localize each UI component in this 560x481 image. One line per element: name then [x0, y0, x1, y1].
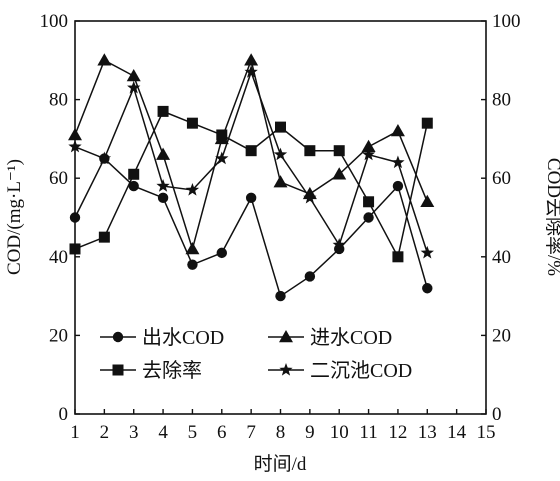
legend-label: 出水COD: [142, 326, 224, 349]
series-layer: [68, 53, 435, 302]
data-point: [273, 175, 288, 188]
x-tick-label: 11: [359, 422, 377, 443]
data-point: [215, 151, 229, 165]
data-point: [332, 238, 346, 251]
series-line: [74, 110, 429, 259]
data-point: [363, 196, 375, 208]
data-point: [156, 179, 170, 192]
series-1: [69, 153, 433, 302]
data-point: [421, 117, 433, 129]
data-point: [185, 182, 200, 196]
x-tick-label: 12: [388, 422, 407, 443]
data-point: [157, 192, 169, 204]
legend-item: 二沉池COD: [268, 359, 412, 382]
x-tick-label: 3: [129, 422, 139, 443]
legend-marker: [279, 330, 293, 343]
data-point: [333, 145, 345, 157]
x-tick-label: 10: [330, 422, 349, 443]
data-point: [275, 290, 286, 302]
y2-tick-label: 60: [492, 168, 511, 189]
legend: 出水COD 进水COD 去除率 二沉池COD: [100, 326, 412, 382]
y2-tick-label: 100: [492, 11, 521, 32]
y-tick-label: 0: [59, 404, 69, 425]
x-tick-label: 2: [100, 422, 110, 443]
data-point: [157, 105, 169, 117]
x-tick-label: 4: [158, 422, 168, 443]
data-point: [97, 151, 112, 165]
data-point: [126, 69, 141, 82]
data-point: [244, 53, 259, 66]
y-tick-label: 20: [49, 325, 68, 346]
x-tick-label: 8: [276, 422, 286, 443]
data-point: [332, 167, 347, 180]
legend-label: 进水COD: [310, 326, 392, 349]
y2-tick-label: 40: [492, 247, 511, 268]
data-point: [127, 80, 141, 94]
legend-label: 去除率: [142, 359, 202, 382]
y-tick-label: 60: [49, 168, 68, 189]
y-tick-label: 40: [49, 247, 68, 268]
x-tick-label: 1: [70, 422, 80, 443]
data-point: [97, 53, 112, 66]
data-point: [186, 117, 198, 129]
legend-item: 出水COD: [100, 326, 224, 349]
legend-marker: [279, 363, 293, 376]
x-tick-label: 14: [447, 422, 467, 443]
data-point: [128, 168, 140, 180]
x-tick-label: 7: [246, 422, 256, 443]
data-point: [422, 283, 433, 294]
data-point: [244, 65, 258, 78]
legend-item: 进水COD: [268, 326, 392, 349]
data-point: [275, 121, 286, 133]
data-point: [303, 190, 317, 204]
series-4: [68, 65, 434, 259]
data-point: [273, 147, 288, 161]
x-tick-label: 5: [188, 422, 198, 443]
y-axis-title: COD/(mg·L⁻¹): [4, 159, 25, 275]
data-point: [363, 212, 374, 223]
data-point: [216, 247, 227, 259]
x-axis-title: 时间/d: [254, 453, 307, 475]
data-point: [391, 155, 405, 169]
series-line: [74, 157, 429, 298]
data-point: [390, 124, 405, 137]
x-tick-label: 6: [217, 422, 227, 443]
x-tick-label: 9: [305, 422, 315, 443]
data-point: [361, 139, 376, 153]
data-point: [216, 129, 228, 141]
data-point: [185, 241, 200, 255]
legend-item: 去除率: [100, 359, 202, 382]
data-point: [361, 147, 376, 161]
data-point: [304, 145, 316, 157]
x-tick-label: 13: [418, 422, 437, 443]
data-point: [98, 231, 110, 243]
data-point: [392, 251, 404, 263]
data-point: [128, 180, 139, 192]
y2-tick-label: 20: [492, 325, 511, 346]
data-point: [245, 145, 257, 157]
data-point: [420, 245, 434, 259]
legend-label: 二沉池COD: [310, 359, 412, 382]
y2-tick-label: 80: [492, 90, 511, 111]
series-line: [74, 69, 429, 254]
data-point: [156, 147, 171, 160]
data-point: [304, 271, 316, 282]
y-tick-label: 80: [49, 90, 68, 111]
y2-tick-label: 0: [492, 404, 502, 425]
legend-marker: [112, 331, 124, 343]
x-tick-label: 15: [477, 422, 496, 443]
data-point: [245, 192, 257, 204]
data-point: [392, 180, 404, 192]
data-point: [420, 194, 435, 208]
ticks-layer: 1 2 3 4 5 6 7 8 9 10 11 12 13 14 150204060801000204060…: [40, 11, 521, 443]
y2-axis-title: COD去除率/%: [543, 158, 560, 276]
series-3: [69, 105, 433, 263]
data-point: [187, 259, 198, 270]
y-tick-label: 100: [40, 11, 69, 32]
legend-marker: [112, 364, 124, 376]
